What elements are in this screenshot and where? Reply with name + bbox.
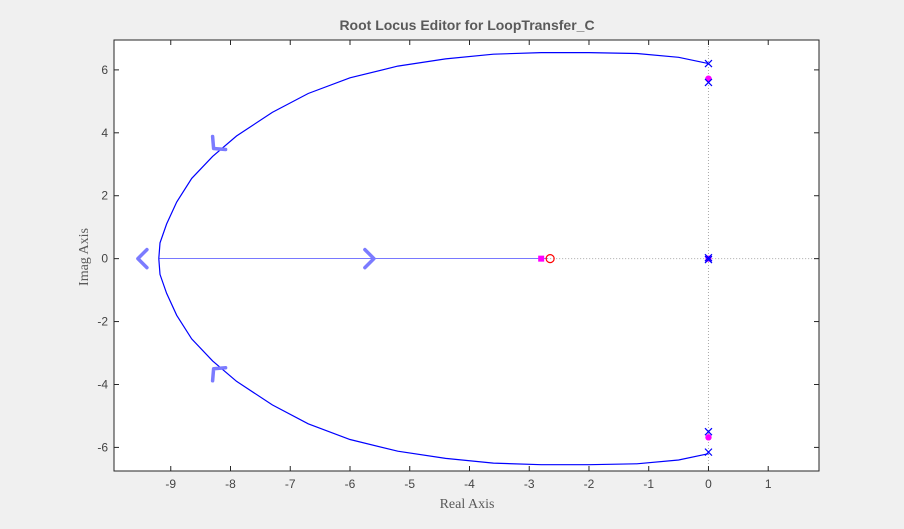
y-axis-ticks: -6 -4 -2 0 2 4 6: [97, 63, 819, 454]
pole-zero-markers: [538, 59, 713, 457]
y-axis-label: Imag Axis: [77, 228, 92, 286]
x-tick-label: -2: [584, 477, 595, 491]
direction-arrows: [136, 134, 376, 383]
plot-area[interactable]: [113, 39, 820, 472]
open-loop-pole[interactable]: [704, 427, 713, 436]
closed-loop-pole[interactable]: [705, 434, 712, 441]
open-loop-pole[interactable]: [704, 255, 713, 264]
open-loop-pole[interactable]: [704, 253, 713, 262]
closed-loop-pole[interactable]: [705, 255, 712, 262]
x-axis-ticks: -9 -8 -7 -6 -5 -4 -3 -2 -1 0 1: [165, 40, 772, 491]
x-tick-label: -1: [643, 477, 654, 491]
locus-lower-branch[interactable]: [158, 258, 709, 466]
guide-lines: [547, 40, 819, 471]
y-tick-label: -4: [97, 377, 108, 391]
x-tick-label: -9: [165, 477, 176, 491]
x-tick-label: -4: [464, 477, 475, 491]
direction-arrow-right: [363, 247, 376, 270]
chart-title: Root Locus Editor for LoopTransfer_C: [339, 17, 594, 33]
y-tick-label: 6: [101, 63, 108, 77]
y-tick-label: 2: [101, 189, 108, 203]
x-tick-label: -5: [404, 477, 415, 491]
locus-branches: [158, 51, 709, 466]
direction-arrow-up-left: [210, 134, 228, 152]
open-loop-zero[interactable]: [545, 254, 555, 264]
x-tick-label: 0: [705, 477, 712, 491]
open-loop-pole[interactable]: [704, 59, 713, 68]
x-tick-label: -3: [524, 477, 535, 491]
x-axis-label: Real Axis: [440, 497, 495, 512]
y-tick-label: 0: [101, 252, 108, 266]
direction-arrow-left: [136, 247, 149, 270]
x-tick-label: 1: [765, 477, 772, 491]
y-tick-label: -2: [97, 315, 108, 329]
open-loop-pole[interactable]: [704, 78, 713, 87]
x-tick-label: -6: [345, 477, 356, 491]
direction-arrow-down-left: [210, 366, 228, 383]
open-loop-pole[interactable]: [704, 448, 713, 457]
y-tick-label: 4: [101, 126, 108, 140]
closed-loop-pole[interactable]: [538, 255, 545, 262]
y-tick-label: -6: [97, 440, 108, 454]
locus-upper-branch[interactable]: [158, 51, 709, 259]
x-tick-label: -7: [285, 477, 296, 491]
x-tick-label: -8: [225, 477, 236, 491]
